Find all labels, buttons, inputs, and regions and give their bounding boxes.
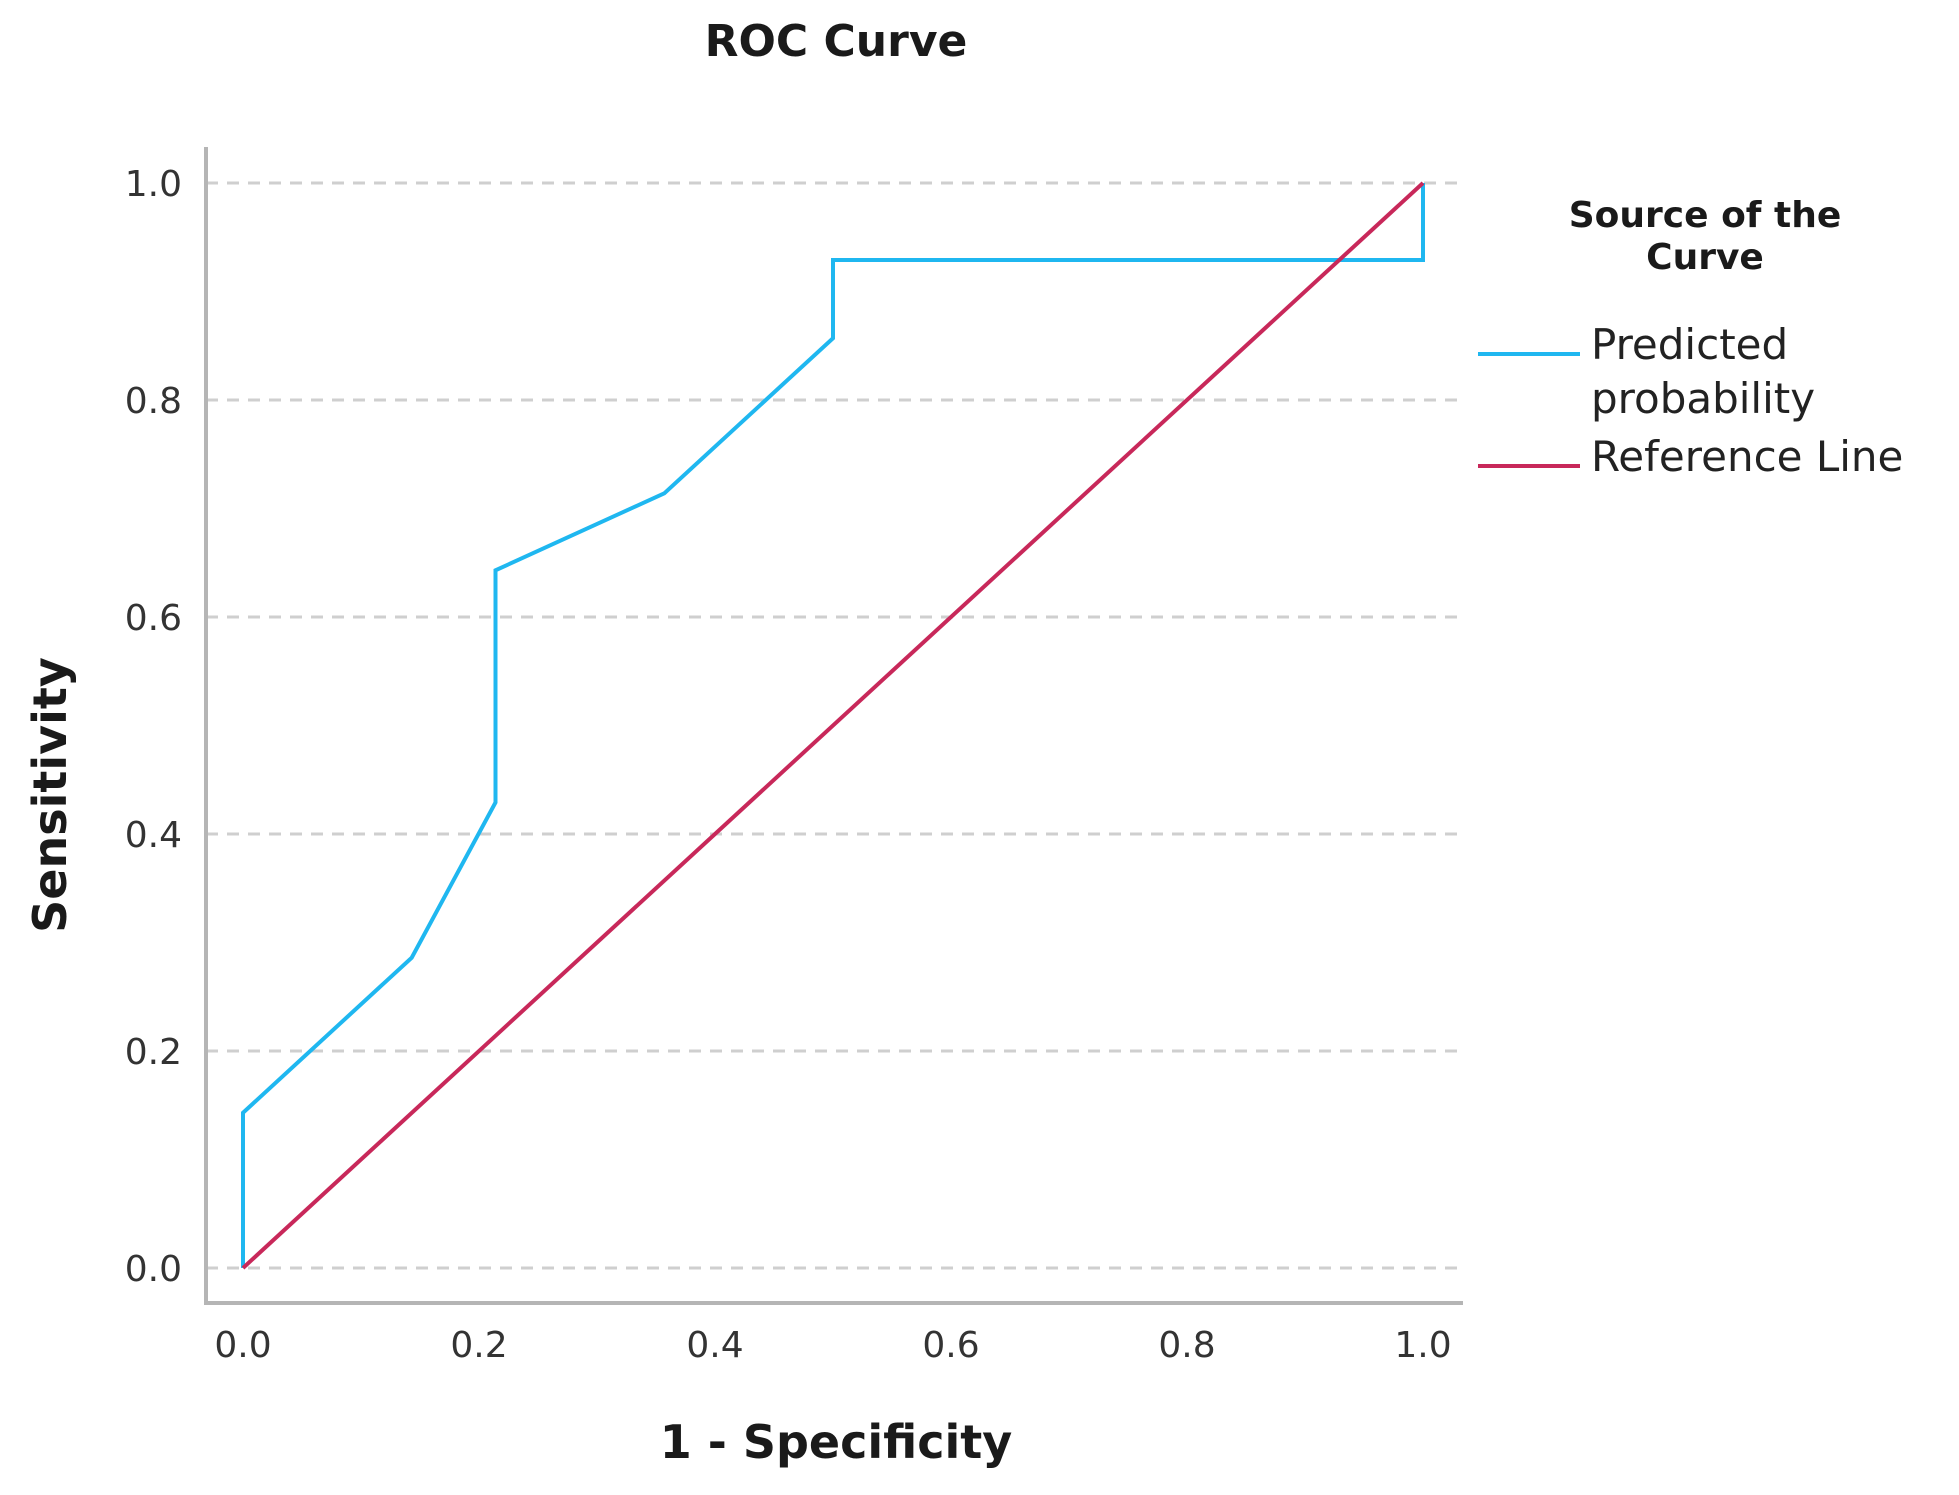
x-tick-label: 0.4 <box>686 1325 743 1366</box>
x-tick-label: 0.0 <box>214 1325 271 1366</box>
y-tick-label: 1.0 <box>125 164 182 205</box>
x-axis-title: 1 - Specificity <box>660 1415 1013 1469</box>
legend-title: Source of the <box>1569 195 1842 236</box>
series-lines <box>241 181 1425 1270</box>
roc-curve-line <box>241 183 1425 1268</box>
y-tick-label: 0.4 <box>125 815 182 856</box>
y-tick-label: 0.8 <box>125 381 182 422</box>
axes <box>204 147 1463 1305</box>
x-tick-label: 0.2 <box>450 1325 507 1366</box>
y-tick-label: 0.2 <box>125 1032 182 1073</box>
y-axis-title: Sensitivity <box>23 657 77 933</box>
legend-label: Reference Line <box>1591 432 1903 481</box>
legend-label: Predicted <box>1591 320 1788 369</box>
y-tick-label: 0.6 <box>125 598 182 639</box>
x-tick-label: 1.0 <box>1394 1325 1451 1366</box>
reference-line <box>241 181 1425 1270</box>
tick-labels: 0.0 0.2 0.4 0.6 0.8 1.0 0.0 0.2 0.4 0.6 0.8 1.0 <box>125 164 1452 1366</box>
x-tick-label: 0.6 <box>922 1325 979 1366</box>
legend-label: probability <box>1591 374 1815 423</box>
x-tick-label: 0.8 <box>1158 1325 1215 1366</box>
chart-title: ROC Curve <box>705 16 968 67</box>
y-tick-label: 0.0 <box>125 1249 182 1290</box>
legend-title: Curve <box>1646 237 1764 278</box>
